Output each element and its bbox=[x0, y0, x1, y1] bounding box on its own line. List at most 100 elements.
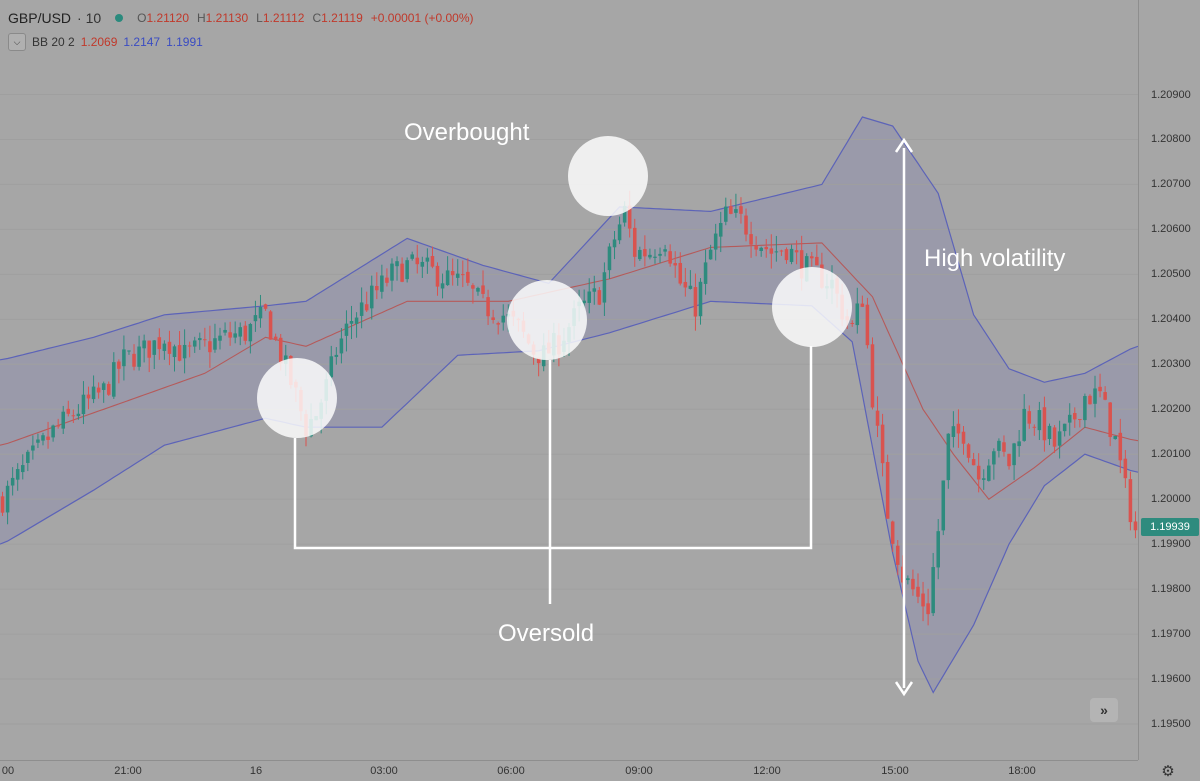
candle-body bbox=[354, 317, 359, 324]
candle-body bbox=[729, 206, 733, 214]
interval-label[interactable]: · 10 bbox=[77, 10, 102, 26]
candle-body bbox=[698, 281, 703, 317]
candle-body bbox=[415, 257, 420, 265]
candle-body bbox=[1012, 443, 1016, 466]
candle-body bbox=[263, 304, 268, 309]
candle-body bbox=[597, 290, 602, 305]
candle-body bbox=[1052, 427, 1057, 447]
oversold-marker-2 bbox=[507, 280, 587, 360]
candle-body bbox=[198, 338, 202, 341]
candle-body bbox=[420, 261, 425, 267]
candle-body bbox=[724, 206, 728, 222]
bollinger-upper-line bbox=[0, 116, 1138, 383]
chevron-down-icon[interactable]: ⌵ bbox=[8, 33, 26, 51]
double-chevron-right-icon[interactable]: » bbox=[1090, 698, 1118, 722]
candle-body bbox=[774, 251, 779, 253]
candle-body bbox=[764, 246, 769, 250]
candle-body bbox=[607, 246, 612, 271]
candle-body bbox=[96, 387, 101, 393]
candle-body bbox=[1118, 432, 1123, 461]
candle-body bbox=[855, 303, 860, 326]
candle-body bbox=[10, 477, 15, 486]
candle-body bbox=[643, 249, 647, 257]
candle-body bbox=[26, 451, 30, 463]
candle-body bbox=[349, 320, 354, 324]
candle-body bbox=[653, 256, 657, 258]
gear-icon[interactable]: ⚙ bbox=[1161, 763, 1175, 780]
oversold-label: Oversold bbox=[498, 620, 595, 647]
candle-body bbox=[880, 424, 885, 464]
candle-body bbox=[870, 344, 875, 408]
candle-body bbox=[850, 322, 855, 324]
candle-body bbox=[673, 263, 677, 266]
time-tick-label: 06:00 bbox=[497, 765, 525, 777]
candle-body bbox=[31, 445, 35, 451]
price-axis[interactable]: 1.19939 1.20900 1.20800 1.20700 1.20600 1.20… bbox=[1138, 0, 1200, 760]
candle-body bbox=[587, 291, 592, 303]
candle-body bbox=[981, 478, 986, 480]
high-volatility-label: High volatility bbox=[924, 245, 1066, 272]
candle-body bbox=[375, 286, 379, 291]
price-tick-label: 1.19700 bbox=[1151, 628, 1191, 641]
symbol-name[interactable]: GBP/USD bbox=[8, 10, 72, 26]
candle-body bbox=[1123, 458, 1128, 479]
candle-body bbox=[117, 361, 121, 369]
change-value: +0.00001 (+0.00%) bbox=[370, 11, 474, 25]
market-status-icon bbox=[115, 14, 124, 22]
candle-body bbox=[759, 247, 763, 251]
candle-body bbox=[1007, 453, 1011, 467]
candle-body bbox=[860, 303, 865, 307]
candle-body bbox=[152, 340, 157, 355]
close-value: 1.21119 bbox=[321, 11, 363, 25]
candle-body bbox=[592, 288, 597, 292]
candle-body bbox=[486, 297, 490, 317]
candle-body bbox=[81, 394, 86, 415]
candle-body bbox=[976, 465, 981, 480]
candle-body bbox=[658, 253, 662, 256]
candle-body bbox=[132, 353, 136, 367]
candle-body bbox=[617, 224, 622, 241]
candle-body bbox=[1103, 392, 1107, 400]
candle-body bbox=[51, 425, 55, 438]
candle-body bbox=[789, 248, 794, 262]
candle-body bbox=[238, 327, 243, 337]
candle-body bbox=[885, 461, 890, 519]
candle-body bbox=[258, 306, 263, 319]
candle-body bbox=[233, 333, 237, 338]
candle-body bbox=[971, 459, 976, 466]
candle-body bbox=[1067, 414, 1072, 423]
candle-body bbox=[137, 346, 141, 367]
indicator-name[interactable]: BB 20 2 bbox=[32, 35, 75, 49]
current-price-label: 1.19939 bbox=[1141, 517, 1199, 536]
indicator-basis-value: 1.2069 bbox=[80, 35, 118, 49]
interval-value: 10 bbox=[85, 10, 102, 26]
candle-body bbox=[71, 415, 76, 417]
candle-body bbox=[369, 285, 374, 309]
candle-body bbox=[936, 531, 940, 568]
candle-body bbox=[668, 251, 672, 264]
candle-body bbox=[405, 260, 409, 280]
candle-body bbox=[390, 263, 394, 281]
price-tick-label: 1.19500 bbox=[1151, 718, 1191, 730]
time-axis[interactable]: 00 21:00 16 03:00 06:00 09:00 12:00 15:00 18:00 bbox=[0, 760, 1138, 781]
candle-body bbox=[931, 567, 935, 614]
candle-body bbox=[987, 465, 991, 481]
candle-body bbox=[66, 408, 71, 414]
candle-body bbox=[1088, 395, 1092, 405]
candle-body bbox=[61, 411, 65, 429]
oversold-marker-3 bbox=[772, 267, 852, 347]
price-tick-label: 1.20700 bbox=[1151, 178, 1191, 191]
candle-body bbox=[167, 341, 172, 354]
time-tick-label: 21:00 bbox=[114, 765, 142, 777]
candle-body bbox=[1027, 411, 1032, 424]
candle-body bbox=[951, 426, 956, 438]
chart-plot-area[interactable] bbox=[0, 0, 1138, 760]
candle-body bbox=[612, 239, 617, 248]
candle-body bbox=[688, 285, 693, 289]
candle-body bbox=[997, 440, 1001, 451]
candle-body bbox=[992, 451, 996, 465]
price-tick-label: 1.20600 bbox=[1151, 223, 1191, 236]
candle-body bbox=[622, 205, 627, 223]
candle-body bbox=[713, 233, 718, 250]
